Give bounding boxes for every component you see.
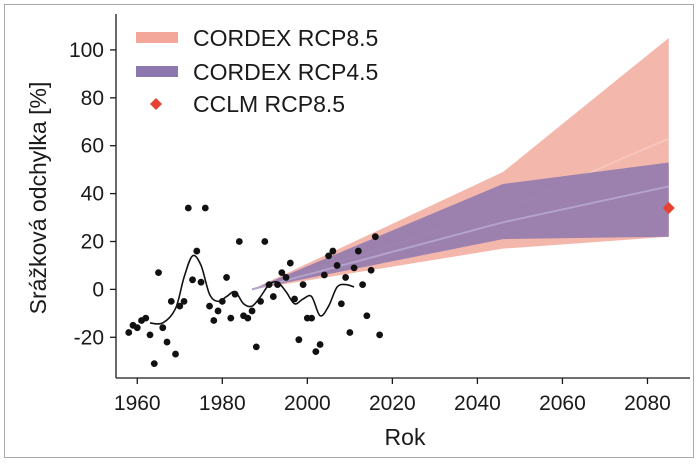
x-axis-title: Rok [385, 424, 426, 450]
y-tick-label: 40 [81, 183, 104, 206]
y-tick-label: 0 [92, 278, 104, 301]
observed-point [286, 259, 294, 267]
observed-point [223, 274, 230, 281]
x-tick-label: 2060 [539, 392, 586, 415]
observed-point [291, 295, 298, 303]
legend-label: CCLM RCP8.5 [193, 91, 345, 117]
observed-point [218, 297, 226, 305]
observed-point [197, 278, 205, 286]
legend: CORDEX RCP8.5 CORDEX RCP4.5 CCLM RCP8.5 [136, 25, 378, 117]
observed-point [325, 252, 332, 260]
observed-point [210, 317, 218, 324]
observed-point [320, 271, 328, 279]
legend-swatch-rcp45 [136, 66, 178, 77]
observed-point [376, 331, 384, 339]
observed-smooth-line [149, 254, 355, 325]
y-tick-label: 60 [81, 135, 104, 158]
observed-point [312, 348, 320, 356]
observed-point [142, 314, 150, 322]
observed-point [354, 247, 362, 255]
observed-point [167, 297, 175, 305]
observed-point [133, 324, 141, 332]
x-tick-label: 1980 [199, 392, 246, 415]
observed-point [244, 314, 252, 322]
observed-point [346, 329, 354, 336]
observed-point [359, 281, 367, 289]
observed-point [172, 350, 179, 358]
y-tick-label: 100 [69, 39, 104, 62]
observed-point [248, 307, 256, 315]
observed-point [363, 312, 371, 320]
legend-label: CORDEX RCP4.5 [193, 59, 378, 85]
observed-point [201, 204, 209, 212]
cclm-marker [662, 201, 675, 214]
x-tick-label: 2000 [284, 392, 331, 415]
observed-point [299, 281, 307, 289]
observed-point [342, 274, 349, 281]
observed-point [180, 297, 188, 305]
observed-point [282, 274, 290, 281]
observed-point [159, 324, 167, 332]
observed-point [269, 293, 277, 300]
observed-point [295, 336, 303, 344]
observed-point [333, 262, 341, 269]
observed-point [261, 238, 269, 245]
observed-point [176, 302, 184, 310]
observed-point [337, 300, 345, 308]
observed-point [308, 314, 315, 322]
observed-point [214, 307, 222, 315]
x-tick-label: 2020 [369, 392, 416, 415]
y-tick-label: -20 [74, 326, 104, 349]
observed-point [367, 266, 375, 274]
observed-point [371, 233, 379, 241]
observed-point [252, 343, 260, 351]
observed-point [278, 269, 286, 277]
observed-point [227, 314, 235, 322]
observed-point [150, 360, 158, 368]
band-rcp45 [252, 162, 669, 290]
legend-marker-cclm [150, 98, 162, 110]
observed-point [316, 341, 324, 348]
observed-point [193, 247, 201, 255]
observed-data [125, 204, 384, 368]
legend-swatch-rcp85 [136, 32, 178, 43]
observed-point [155, 269, 162, 277]
observed-point [350, 264, 358, 272]
observed-point [184, 204, 192, 212]
x-tick-label: 1960 [114, 392, 161, 415]
x-tick-label: 2040 [454, 392, 501, 415]
y-tick-label: 20 [81, 231, 104, 254]
legend-label: CORDEX RCP8.5 [193, 25, 378, 51]
observed-point [235, 238, 243, 245]
y-tick-label: 80 [81, 87, 104, 110]
observed-point [146, 331, 154, 339]
observed-point [163, 338, 171, 346]
observed-point [329, 247, 337, 255]
observed-point [189, 276, 196, 284]
observed-point [206, 302, 213, 310]
observed-point [125, 329, 133, 336]
x-tick-label: 2080 [624, 392, 671, 415]
y-axis-title: Srážková odchylka [%] [25, 82, 51, 315]
